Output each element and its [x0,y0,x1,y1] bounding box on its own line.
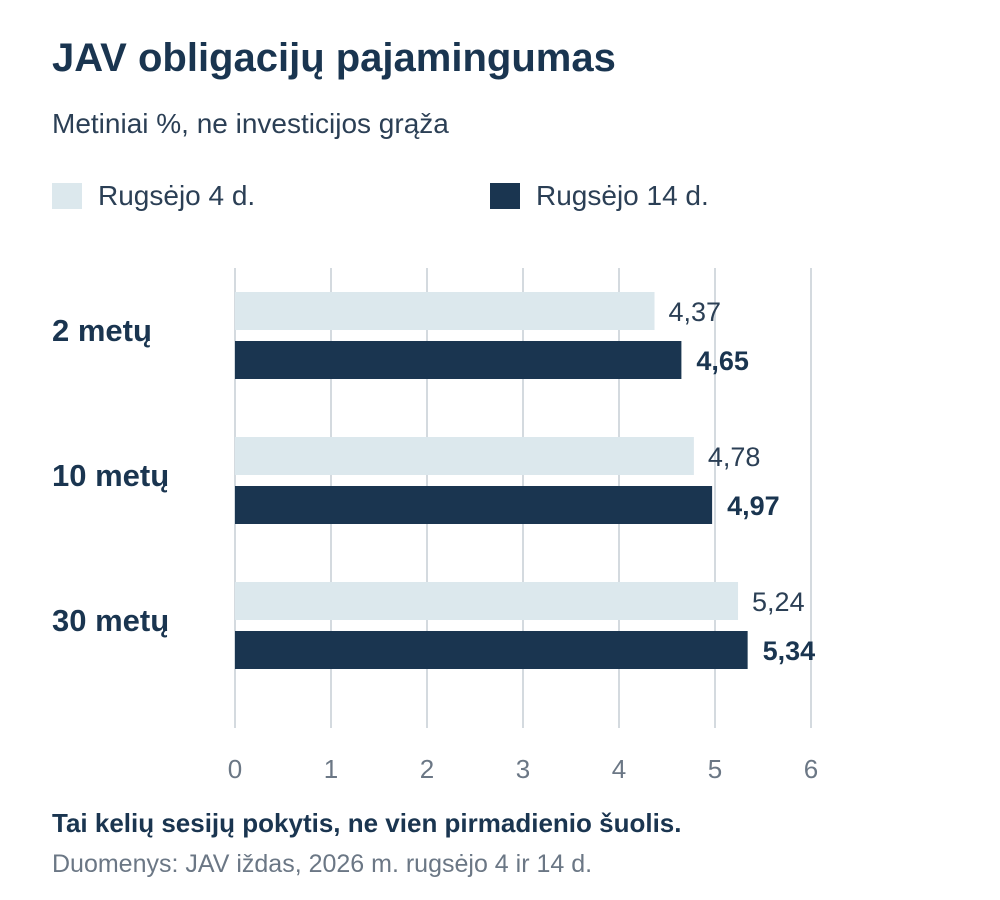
x-tick-label-6: 6 [804,754,818,784]
legend-label-sep14: Rugsėjo 14 d. [536,180,709,211]
bar-s1-c2 [235,631,748,669]
chart-source: Duomenys: JAV iždas, 2026 m. rugsėjo 4 i… [52,850,593,878]
bar-s0-c2 [235,582,739,620]
bar-s0-c1 [235,437,694,475]
chart-subtitle: Metiniai %, ne investicijos grąža [52,108,449,139]
chart-takeaway: Tai kelių sesijų pokytis, ne vien pirmad… [52,808,682,838]
x-tick-label-5: 5 [708,754,722,784]
data-label-s1-c1: 4,97 [727,491,780,521]
legend-label-sep4: Rugsėjo 4 d. [98,180,256,211]
data-label-s1-c2: 5,34 [763,636,816,666]
data-label-s0-c1: 4,78 [708,442,761,472]
x-tick-label-4: 4 [612,754,626,784]
legend-swatch-sep4 [52,183,82,209]
x-tick-label-1: 1 [324,754,338,784]
bar-s1-c0 [235,341,682,379]
category-label-1: 10 metų [52,458,169,493]
legend-item-sep4: Rugsėjo 4 d. [52,180,255,212]
data-label-s1-c0: 4,65 [696,346,749,376]
bar-s1-c1 [235,486,713,524]
legend-swatch-sep14 [490,183,520,209]
category-label-2: 30 metų [52,603,169,638]
x-tick-label-3: 3 [516,754,530,784]
data-label-s0-c2: 5,24 [752,587,805,617]
x-tick-label-0: 0 [228,754,242,784]
chart-title: JAV obligacijų pajamingumas [52,36,616,80]
x-tick-label-2: 2 [420,754,434,784]
category-label-0: 2 metų [52,313,152,348]
bar-s0-c0 [235,292,655,330]
data-label-s0-c0: 4,37 [669,297,722,327]
legend-item-sep14: Rugsėjo 14 d. [490,180,709,212]
